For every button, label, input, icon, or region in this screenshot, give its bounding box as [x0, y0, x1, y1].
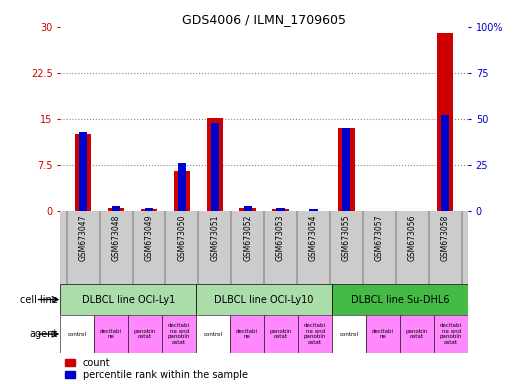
Bar [128, 315, 162, 353]
Text: panobin
ostat: panobin ostat [134, 329, 156, 339]
Bar [332, 315, 366, 353]
Bar [145, 207, 153, 211]
Text: control: control [67, 331, 87, 337]
Bar [60, 315, 94, 353]
Text: panobin
ostat: panobin ostat [406, 329, 428, 339]
Text: cell line: cell line [20, 295, 58, 305]
Bar [108, 208, 124, 211]
Bar [211, 123, 219, 211]
Text: decitabi
ne and
panobin
ostat: decitabi ne and panobin ostat [168, 323, 190, 345]
Text: GSM673052: GSM673052 [243, 215, 252, 261]
Text: DLBCL line OCI-Ly10: DLBCL line OCI-Ly10 [214, 295, 314, 305]
Bar [60, 211, 468, 284]
Bar [400, 315, 434, 353]
Bar [79, 132, 87, 211]
Text: GSM673055: GSM673055 [342, 215, 351, 262]
Bar [141, 209, 157, 211]
Bar [277, 207, 285, 211]
Text: GSM673050: GSM673050 [177, 215, 186, 262]
Text: control: control [339, 331, 359, 337]
Text: DLBCL line OCI-Ly1: DLBCL line OCI-Ly1 [82, 295, 175, 305]
Legend: count, percentile rank within the sample: count, percentile rank within the sample [65, 358, 247, 380]
Bar [298, 315, 332, 353]
Text: GSM673048: GSM673048 [111, 215, 121, 261]
Bar [244, 206, 252, 211]
Text: GSM673053: GSM673053 [276, 215, 285, 262]
Text: GSM673056: GSM673056 [407, 215, 417, 262]
Bar [196, 315, 230, 353]
Bar [75, 134, 92, 211]
Text: agent: agent [29, 329, 58, 339]
Text: panobin
ostat: panobin ostat [270, 329, 292, 339]
Bar [240, 208, 256, 211]
Bar [332, 284, 468, 315]
Text: decitabi
ne and
panobin
ostat: decitabi ne and panobin ostat [304, 323, 326, 345]
Bar [230, 315, 264, 353]
Bar [437, 33, 453, 211]
Bar [207, 118, 223, 211]
Text: decitabi
ne: decitabi ne [372, 329, 394, 339]
Bar [112, 206, 120, 211]
Bar [342, 128, 350, 211]
Text: decitabi
ne: decitabi ne [100, 329, 122, 339]
Bar [441, 115, 449, 211]
Text: GSM673058: GSM673058 [440, 215, 450, 261]
Bar [264, 315, 298, 353]
Text: decitabi
ne and
panobin
ostat: decitabi ne and panobin ostat [440, 323, 462, 345]
Text: GSM673051: GSM673051 [210, 215, 219, 261]
Bar [178, 163, 186, 211]
Text: GSM673057: GSM673057 [375, 215, 384, 262]
Bar [434, 315, 468, 353]
Bar [366, 315, 400, 353]
Bar [272, 209, 289, 211]
Bar [94, 315, 128, 353]
Title: GDS4006 / ILMN_1709605: GDS4006 / ILMN_1709605 [182, 13, 346, 26]
Bar [309, 209, 317, 211]
Bar [338, 128, 355, 211]
Text: control: control [203, 331, 223, 337]
Bar [60, 284, 196, 315]
Text: DLBCL line Su-DHL6: DLBCL line Su-DHL6 [351, 295, 449, 305]
Text: GSM673047: GSM673047 [78, 215, 88, 262]
Bar [174, 171, 190, 211]
Bar [162, 315, 196, 353]
Bar [196, 284, 332, 315]
Text: GSM673049: GSM673049 [144, 215, 153, 262]
Text: decitabi
ne: decitabi ne [236, 329, 258, 339]
Text: GSM673054: GSM673054 [309, 215, 318, 262]
